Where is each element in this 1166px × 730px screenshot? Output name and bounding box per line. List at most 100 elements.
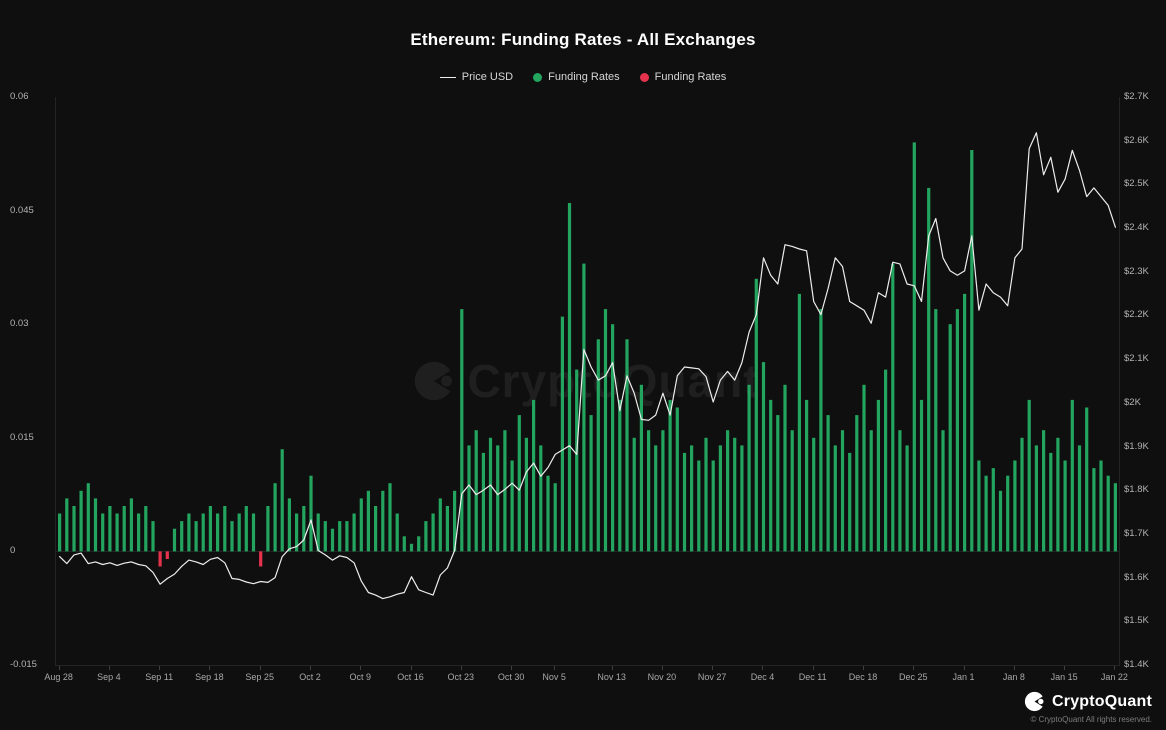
legend-item-funding-rates-positive[interactable]: Funding Rates	[533, 71, 620, 83]
funding-rate-bar	[1013, 460, 1017, 552]
y-axis-label-right: $2K	[1124, 396, 1141, 408]
y-axis-label-right: $2.4K	[1124, 222, 1149, 234]
funding-rate-bar	[1113, 483, 1117, 552]
funding-rate-bar	[474, 430, 478, 552]
funding-rate-bar	[560, 316, 564, 552]
funding-rate-bar	[783, 384, 787, 552]
funding-rate-bar	[1042, 430, 1046, 552]
funding-rate-bar	[603, 309, 608, 552]
funding-rate-bar	[862, 384, 866, 552]
funding-rate-bar	[611, 324, 615, 552]
funding-rate-bar	[941, 430, 945, 552]
funding-rate-bar	[632, 437, 636, 552]
price-line-icon	[439, 76, 456, 78]
funding-rate-bar	[797, 293, 801, 552]
funding-rate-bar	[819, 309, 823, 552]
funding-rate-bar	[812, 437, 816, 552]
x-axis-tick	[360, 666, 362, 670]
x-axis-label: Oct 23	[447, 672, 475, 682]
funding-rate-bar	[711, 460, 715, 552]
funding-rate-bar	[137, 513, 141, 552]
x-axis-tick	[159, 666, 161, 670]
x-axis-tick	[511, 666, 513, 670]
funding-rate-bar	[460, 309, 464, 552]
funding-rate-bar	[869, 430, 873, 552]
funding-rate-bar	[481, 452, 485, 552]
funding-rate-bar	[65, 498, 69, 552]
x-axis-label: Sep 18	[195, 672, 224, 682]
cryptoquant-brand-link[interactable]: CryptoQuant	[1024, 691, 1152, 712]
funding-rate-bar	[1092, 468, 1096, 552]
y-axis-label-left: 0	[10, 545, 16, 557]
funding-rate-bar	[79, 490, 83, 552]
funding-rate-bar	[884, 369, 888, 552]
y-axis-label-left: 0.015	[10, 431, 34, 443]
funding-rate-bar	[488, 437, 493, 552]
funding-rate-bar	[273, 483, 277, 552]
y-axis-label-right: $2.2K	[1124, 309, 1149, 321]
x-axis-label: Sep 11	[145, 672, 174, 682]
funding-rate-bar	[230, 521, 234, 552]
funding-rate-bar	[1049, 452, 1053, 552]
funding-rate-bar	[323, 521, 327, 552]
left-y-axis: 0.06 0.045 0.03 0.015 0 -0.015	[10, 91, 52, 670]
x-axis-label: Jan 15	[1050, 672, 1078, 682]
y-axis-label-right: $2.7K	[1124, 91, 1149, 102]
funding-rate-bar	[1106, 475, 1110, 552]
chart-canvas[interactable]	[56, 97, 1119, 665]
y-axis-label-left: 0.045	[10, 204, 34, 216]
x-axis-tick	[913, 666, 915, 670]
funding-rate-bar	[927, 187, 931, 552]
funding-rate-bar	[690, 445, 694, 552]
funding-rate-bar	[546, 475, 550, 552]
funding-rate-bar	[72, 506, 76, 552]
funding-rate-bar	[769, 399, 773, 552]
price-line	[58, 132, 1117, 600]
funding-rate-bar	[115, 513, 119, 552]
y-axis-label-right: $1.9K	[1124, 440, 1149, 452]
funding-rate-bar	[876, 399, 880, 552]
y-axis-label-right: $1.8K	[1124, 484, 1149, 496]
funding-rate-bar	[891, 263, 895, 552]
footer: CryptoQuant © CryptoQuant All rights res…	[1024, 691, 1152, 724]
y-axis-label-left: -0.015	[10, 659, 37, 670]
y-axis-label-right: $1.6K	[1124, 571, 1149, 583]
y-axis-label-right: $1.5K	[1124, 615, 1149, 627]
funding-rate-bar	[309, 475, 313, 552]
funding-rate-bar	[129, 498, 133, 552]
funding-rate-bar	[201, 513, 205, 552]
funding-rate-bar	[833, 445, 837, 552]
x-axis-tick	[812, 666, 814, 670]
funding-rate-bar	[144, 506, 148, 552]
funding-rate-bar	[194, 521, 198, 552]
funding-rates-green-dot-icon	[533, 72, 543, 82]
x-axis-tick	[58, 666, 60, 670]
x-axis-label: Nov 27	[697, 672, 727, 682]
funding-rate-bar	[805, 399, 809, 552]
funding-rate-bar	[388, 483, 392, 552]
funding-rate-bar	[338, 521, 342, 552]
x-axis-tick	[1114, 666, 1116, 670]
funding-rate-bar	[955, 309, 959, 552]
x-axis-label: Oct 2	[299, 672, 321, 682]
funding-rate-bar	[122, 506, 126, 552]
cryptoquant-logo-icon	[1024, 691, 1046, 712]
funding-rate-bar	[402, 536, 406, 552]
x-axis-label: Dec 11	[798, 672, 827, 682]
funding-rate-bar	[445, 506, 449, 552]
funding-rate-bar	[316, 513, 320, 552]
legend-item-funding-rates-negative[interactable]: Funding Rates	[639, 71, 726, 83]
funding-rate-bar	[244, 506, 248, 552]
funding-rate-bar	[948, 324, 952, 552]
x-axis-tick	[661, 666, 663, 670]
funding-rate-bar	[761, 362, 766, 552]
plot-area[interactable]	[55, 97, 1120, 666]
legend-item-price-usd[interactable]: Price USD	[439, 71, 513, 83]
funding-rate-bar	[1085, 407, 1089, 552]
funding-rate-bar	[661, 430, 665, 552]
funding-rate-bar	[532, 399, 536, 552]
funding-rate-bar	[172, 528, 177, 552]
y-axis-label-right: $2.6K	[1124, 134, 1149, 146]
funding-rate-bar	[438, 498, 442, 552]
x-axis-tick	[460, 666, 462, 670]
